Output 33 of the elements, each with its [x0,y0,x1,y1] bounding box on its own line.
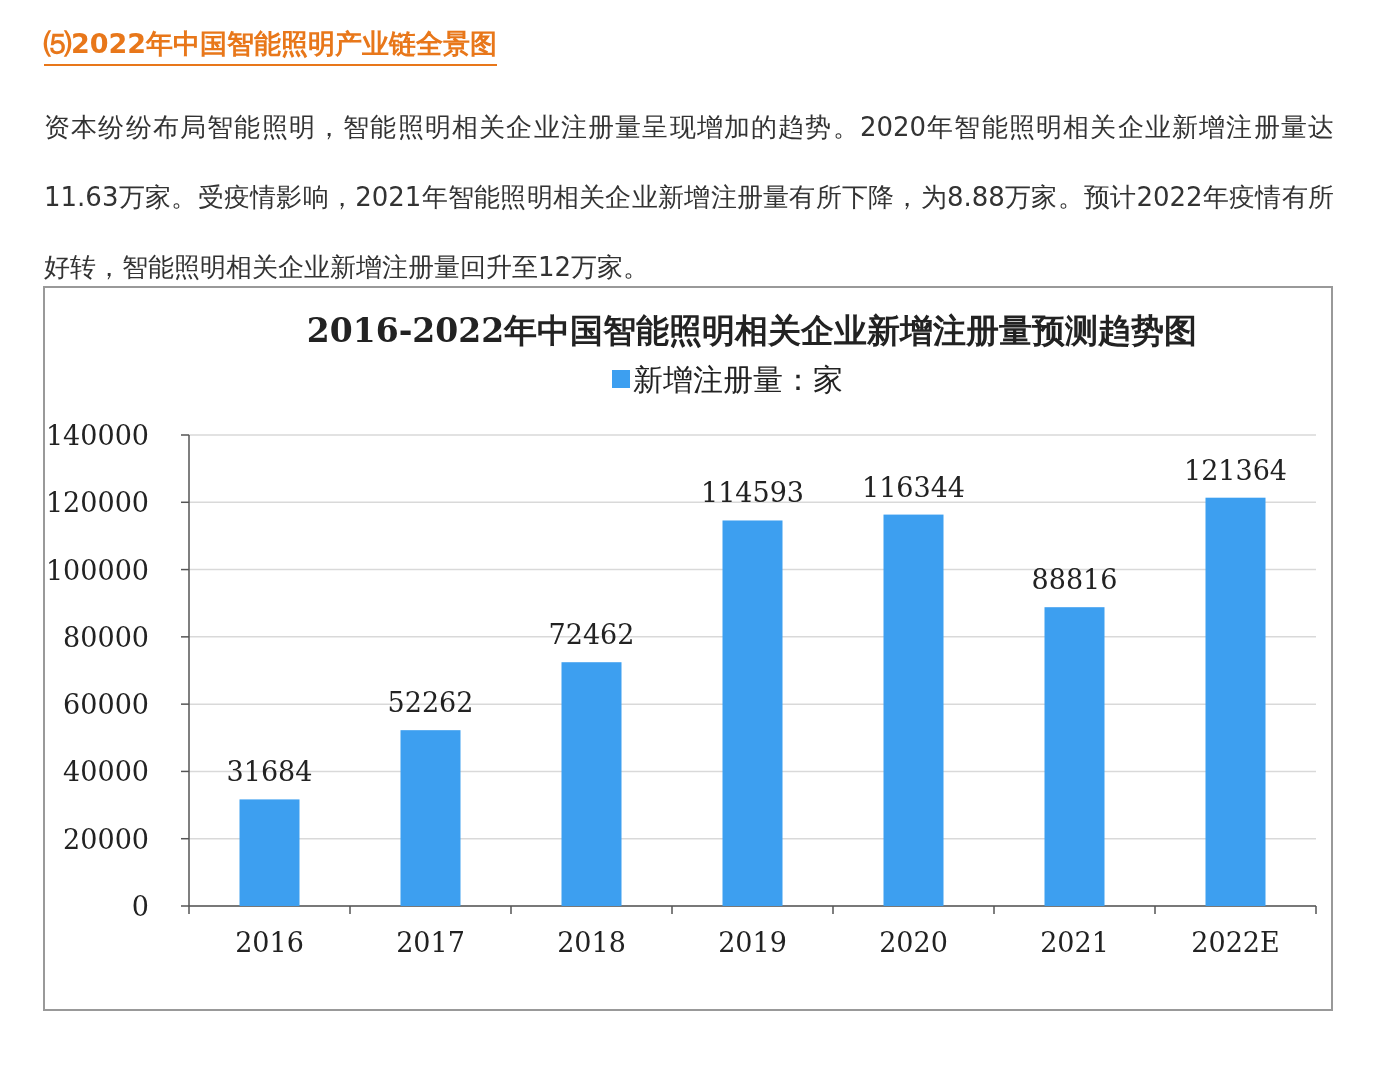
data-label: 31684 [226,756,313,788]
bar [883,514,944,906]
x-tick-label: 2022E [1191,927,1280,958]
data-label: 116344 [861,471,966,503]
bar [1205,497,1266,906]
x-tick-label: 2019 [718,927,787,958]
data-label: 88816 [1031,564,1118,596]
data-label: 52262 [387,687,474,719]
legend-label: 新增注册量：家 [633,362,843,397]
y-tick-label: 140000 [45,420,149,451]
x-tick-label: 2017 [396,927,465,958]
y-tick-label: 80000 [63,621,149,653]
bar [561,662,622,906]
x-tick-label: 2021 [1040,927,1109,958]
y-tick-label: 120000 [45,487,149,519]
bar [1044,607,1105,906]
bar [239,799,300,906]
y-tick-label: 20000 [63,823,149,855]
bar [400,730,461,906]
bar [722,520,783,906]
y-tick-label: 0 [131,891,149,922]
data-label: 72462 [548,619,635,651]
x-tick-label: 2018 [557,927,626,958]
text: 资本纷纷布局智能照明，智能照明相关企业注册量呈现增加的趋势。2020年智能照明相关企业新增注册量达11.63万家。受疫情影响，2021年智能照明相关企业新增注册量有所下降，为8.88万家。预计2022年疫情有所好转，智能照明相关企业新增注册量回升至12万家。 [44,112,1334,282]
data-label: 121364 [1183,454,1288,486]
y-tick-label: 60000 [63,689,149,721]
text: ⑸2022年中国智能照明产业链全景图 [44,26,498,66]
x-tick-label: 2020 [879,927,948,958]
data-label: 114593 [700,477,805,509]
x-tick-label: 2016 [235,927,304,958]
y-tick-label: 100000 [45,554,149,586]
chart-title: 2016-2022年中国智能照明相关企业新增注册量预测趋势图 [306,311,1198,350]
y-tick-label: 40000 [63,756,149,788]
